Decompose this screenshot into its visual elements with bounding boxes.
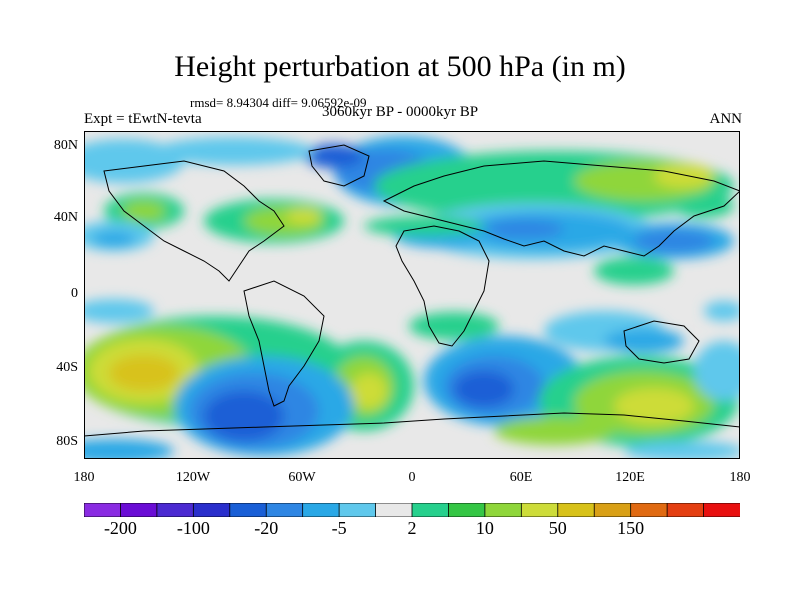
coastlines: [84, 144, 740, 437]
x-tick-180e: 180: [729, 470, 751, 485]
colorbar-segment: [302, 503, 341, 517]
colorbar-label: -100: [176, 518, 210, 538]
colorbar-segment: [666, 503, 705, 517]
colorbar-segment: [630, 503, 669, 517]
colorbar-segment: [593, 503, 632, 517]
colorbar-segment: [411, 503, 450, 517]
colorbar-label: 10: [475, 518, 494, 538]
y-tick-40n: 40N: [53, 210, 78, 225]
colorbar-label: 150: [617, 518, 645, 538]
colorbar-segment: [265, 503, 304, 517]
y-tick-0: 0: [71, 286, 78, 301]
colorbar-segment: [120, 503, 158, 517]
plot-frame: [84, 131, 740, 459]
colorbar-segment: [703, 503, 740, 517]
contour-map: [84, 131, 740, 459]
colorbar-segment: [338, 503, 377, 517]
experiment-label: Expt = tEwtN-tevta: [84, 111, 202, 127]
y-tick-80s: 80S: [56, 434, 78, 449]
x-tick-180w: 180: [73, 470, 95, 485]
x-tick-60e: 60E: [509, 470, 533, 485]
colorbar-segment: [520, 503, 559, 517]
colorbar-segment: [156, 503, 195, 517]
x-tick-60w: 60W: [288, 470, 316, 485]
x-tick-120e: 120E: [615, 470, 645, 485]
colorbar-segment: [484, 503, 523, 517]
colorbar-segment: [84, 503, 122, 517]
colorbar-label: -20: [254, 518, 279, 538]
stats-text: rmsd= 8.94304 diff= 9.06592e-09: [190, 95, 367, 110]
contour-fields: [84, 136, 740, 459]
x-tick-0: 0: [408, 470, 416, 485]
colorbar-segment: [557, 503, 596, 517]
colorbar-segment: [192, 503, 231, 517]
colorbar: [84, 503, 740, 517]
colorbar-label: -200: [103, 518, 137, 538]
colorbar-segment: [375, 503, 413, 517]
season-label: ANN: [709, 111, 743, 127]
y-tick-80n: 80N: [53, 138, 78, 153]
colorbar-segment: [229, 503, 268, 517]
colorbar-label: -5: [331, 518, 347, 538]
y-tick-40s: 40S: [56, 360, 78, 375]
colorbar-segment: [448, 503, 486, 517]
period-label: 3060kyr BP - 0000kyr BP: [322, 104, 479, 120]
colorbar-label: 2: [407, 518, 417, 538]
colorbar-label: 50: [548, 518, 567, 538]
x-tick-120w: 120W: [175, 470, 211, 485]
map-title: Height perturbation at 500 hPa (in m): [174, 50, 626, 83]
map-panel: [84, 131, 740, 459]
